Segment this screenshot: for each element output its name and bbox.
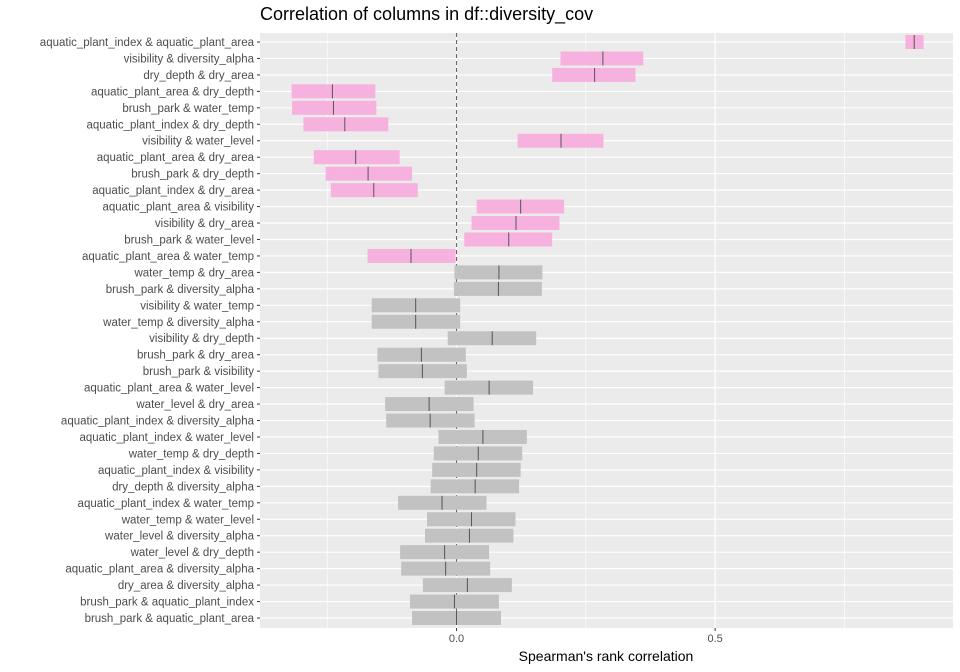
ci-bar — [367, 248, 456, 263]
y-tick-label: brush_park & dry_area — [137, 350, 255, 362]
y-tick-label: water_temp & dry_area — [133, 267, 254, 279]
y-tick-label: aquatic_plant_area & dry_depth — [91, 86, 254, 98]
y-axis-labels: aquatic_plant_index & aquatic_plant_area… — [40, 37, 260, 625]
y-tick-label: aquatic_plant_index & diversity_alpha — [61, 416, 255, 428]
ci-bar — [303, 117, 389, 132]
y-tick-label: dry_depth & dry_area — [143, 70, 254, 82]
y-tick-label: water_temp & dry_depth — [128, 448, 254, 460]
ci-bar — [453, 281, 542, 296]
ci-bar — [552, 67, 636, 82]
ci-bar — [292, 100, 377, 115]
y-tick-label: water_level & diversity_alpha — [104, 531, 255, 543]
ci-bar — [313, 150, 400, 165]
ci-bar — [471, 216, 560, 231]
y-tick-label: brush_park & water_temp — [122, 103, 254, 115]
y-tick-label: aquatic_plant_area & diversity_alpha — [65, 564, 254, 576]
y-tick-label: dry_area & diversity_alpha — [118, 580, 255, 592]
y-tick-label: brush_park & dry_depth — [131, 169, 254, 181]
y-tick-label: water_temp & water_level — [121, 514, 254, 526]
y-tick-label: brush_park & aquatic_plant_index — [80, 597, 254, 609]
y-tick-label: aquatic_plant_area & visibility — [102, 202, 254, 214]
ci-bar — [454, 265, 543, 280]
ci-bar — [517, 133, 604, 148]
ci-bar — [291, 84, 376, 99]
y-tick-label: visibility & dry_depth — [149, 333, 254, 345]
y-tick-label: aquatic_plant_area & water_temp — [82, 251, 254, 263]
y-tick-label: brush_park & aquatic_plant_area — [85, 613, 255, 625]
ci-bar — [464, 232, 553, 247]
y-tick-label: aquatic_plant_index & water_temp — [78, 498, 254, 510]
y-tick-label: water_temp & diversity_alpha — [102, 317, 254, 329]
x-axis-ticks: 0.0 0.5 — [449, 628, 723, 645]
y-tick-label: visibility & water_temp — [140, 300, 254, 312]
y-tick-label: aquatic_plant_index & dry_area — [92, 185, 254, 197]
x-tick-label: 0.5 — [707, 633, 722, 645]
y-tick-label: brush_park & visibility — [143, 366, 254, 378]
y-tick-label: water_level & dry_depth — [130, 547, 254, 559]
y-tick-label: water_level & dry_area — [135, 399, 254, 411]
x-tick-label: 0.0 — [449, 633, 464, 645]
x-axis-title: Spearman's rank correlation — [519, 648, 694, 664]
y-tick-label: aquatic_plant_index & dry_depth — [86, 119, 254, 131]
y-tick-label: brush_park & water_level — [124, 234, 254, 246]
y-tick-label: aquatic_plant_index & water_level — [79, 432, 254, 444]
plot-panel — [260, 33, 953, 628]
y-tick-label: aquatic_plant_area & dry_area — [97, 152, 255, 164]
y-tick-label: visibility & water_level — [142, 136, 254, 148]
y-tick-label: brush_park & diversity_alpha — [106, 284, 255, 296]
y-tick-label: aquatic_plant_index & visibility — [98, 465, 254, 477]
grid-lines — [260, 33, 953, 628]
ci-bar — [325, 166, 413, 181]
y-tick-label: dry_depth & diversity_alpha — [112, 481, 255, 493]
chart-title: Correlation of columns in df::diversity_… — [260, 4, 593, 25]
ci-bar — [560, 51, 644, 66]
y-tick-label: aquatic_plant_index & aquatic_plant_area — [40, 37, 255, 49]
ci-bar — [330, 183, 418, 198]
interval-bars — [291, 35, 924, 625]
y-tick-label: visibility & diversity_alpha — [124, 53, 255, 65]
y-tick-label: aquatic_plant_area & water_level — [84, 383, 254, 395]
y-tick-label: visibility & dry_area — [155, 218, 255, 230]
